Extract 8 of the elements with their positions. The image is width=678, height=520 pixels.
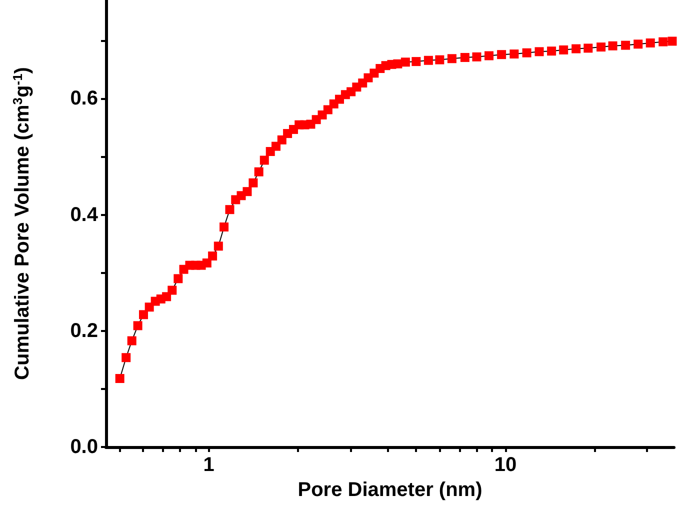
y-tick-label: 0.4 bbox=[70, 204, 99, 226]
y-tick-label: 0.2 bbox=[70, 320, 98, 342]
x-tick-label: 1 bbox=[203, 454, 214, 476]
x-tick-label: 10 bbox=[494, 454, 517, 476]
y-tick-label: 0.0 bbox=[70, 436, 98, 458]
x-axis-title: Pore Diameter (nm) bbox=[298, 478, 482, 501]
y-tick-label: 0.6 bbox=[70, 88, 98, 110]
y-axis-title: Cumulative Pore Volume (cm3g-1) bbox=[10, 67, 34, 380]
